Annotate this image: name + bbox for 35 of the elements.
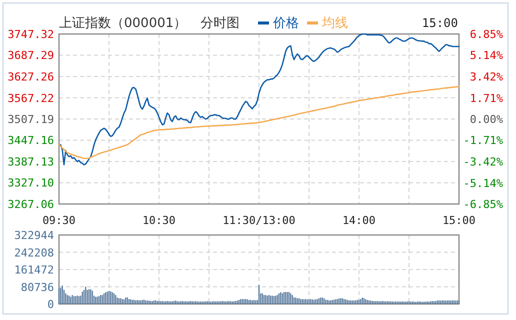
chart-subtitle: 分时图	[200, 16, 240, 31]
y-tick-label: 3447.16	[8, 134, 54, 148]
y-tick-label: 0	[47, 298, 54, 311]
y-tick-label: 242208	[14, 246, 54, 260]
y-tick-label: 3507.19	[8, 113, 54, 126]
y-tick-label: 3267.06	[8, 198, 54, 211]
y-tick-label: 322944	[14, 229, 54, 242]
y2-tick-label: -1.71%	[463, 134, 504, 148]
y-tick-label: 3627.26	[8, 70, 54, 84]
y-tick-label: 161472	[14, 264, 54, 276]
y-tick-label: 3747.32	[8, 28, 54, 41]
x-tick-label: 14:00	[342, 214, 376, 227]
x-tick-label: 09:30	[42, 214, 76, 227]
y2-tick-label: 0.00%	[470, 113, 504, 126]
x-tick-label: 11:30/13:00	[222, 214, 296, 227]
text: 15:00	[422, 16, 458, 30]
y-tick-label: 3567.22	[8, 92, 54, 105]
y2-tick-label: -5.14%	[463, 176, 504, 190]
chart-title: 上证指数（000001）	[59, 16, 187, 31]
y2-tick-label: 1.71%	[470, 92, 504, 105]
line-series	[58, 33, 460, 166]
legend-label: 均线	[321, 16, 348, 31]
y2-tick-label: -3.42%	[463, 155, 504, 168]
y-tick-label: 3687.29	[8, 49, 54, 62]
line-series	[58, 86, 460, 160]
y2-tick-label: 5.14%	[470, 49, 504, 62]
y-tick-label: 80736	[20, 280, 54, 294]
y2-tick-label: 6.85%	[470, 28, 504, 41]
y-tick-label: 3387.13	[8, 156, 54, 168]
y2-tick-label: 3.42%	[470, 70, 504, 84]
x-tick-label: 15:00	[442, 214, 476, 227]
y-tick-label: 3327.10	[8, 176, 54, 190]
x-tick-label: 10:30	[142, 214, 176, 227]
legend-label: 价格	[272, 16, 299, 31]
y2-tick-label: -6.85%	[463, 198, 504, 211]
